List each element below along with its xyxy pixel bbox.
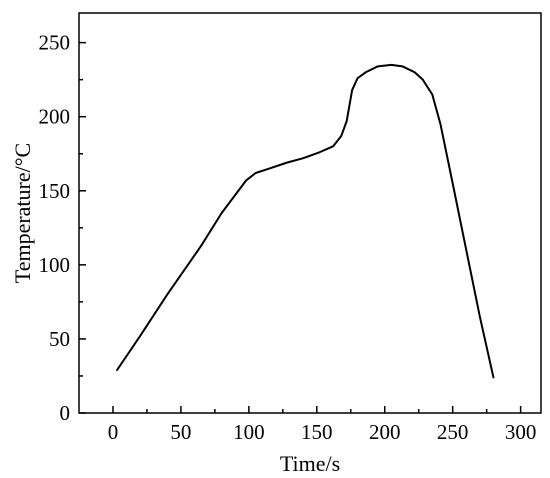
y-tick-label: 150 bbox=[39, 179, 71, 203]
y-tick-label: 50 bbox=[49, 327, 70, 351]
y-tick-label: 100 bbox=[39, 253, 71, 277]
axis-tick-labels: 0 50 100 150 200 250 300 0 50 100 150 200 250 bbox=[39, 31, 537, 444]
x-tick-label: 50 bbox=[170, 420, 191, 444]
y-tick-label: 250 bbox=[39, 31, 71, 55]
x-tick-label: 0 bbox=[108, 420, 119, 444]
x-axis-title: Time/s bbox=[280, 451, 340, 476]
axis-ticks bbox=[79, 41, 522, 414]
plot-frame bbox=[78, 12, 542, 414]
x-tick-label: 200 bbox=[369, 420, 401, 444]
x-tick-label: 250 bbox=[437, 420, 469, 444]
y-tick-label: 0 bbox=[60, 401, 71, 425]
x-tick-label: 100 bbox=[233, 420, 265, 444]
y-axis-title: Temperature/°C bbox=[10, 143, 35, 283]
x-tick-label: 300 bbox=[505, 420, 537, 444]
y-tick-label: 200 bbox=[39, 105, 71, 129]
x-tick-label: 150 bbox=[301, 420, 333, 444]
series-line bbox=[116, 63, 495, 379]
